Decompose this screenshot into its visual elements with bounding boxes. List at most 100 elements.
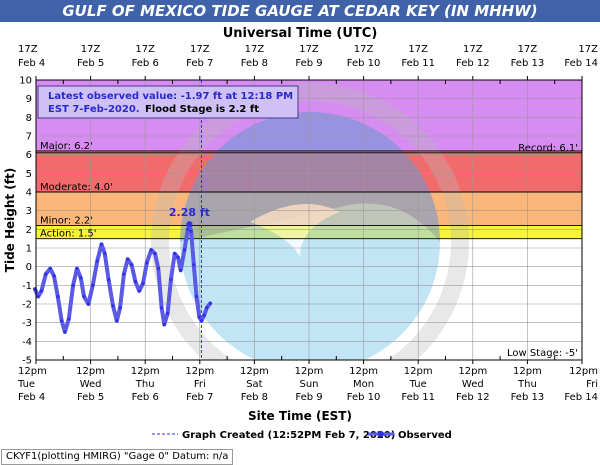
y-tick-label: 5 (26, 169, 32, 180)
category-label-low-stage: Low Stage: -5' (507, 348, 578, 359)
x-bottom-tick-day: Wed (80, 379, 102, 390)
observed-point (36, 294, 40, 299)
observed-point (107, 278, 111, 282)
observed-point (103, 252, 107, 256)
observed-point (95, 259, 99, 263)
observed-point (115, 319, 119, 323)
observed-point (63, 330, 67, 334)
x-bottom-tick-time: 12pm (349, 366, 378, 377)
observed-point (99, 242, 104, 246)
x-bottom-tick-day: Fri (586, 379, 598, 390)
legend-observed-label: Observed (398, 430, 452, 441)
x-bottom-tick-date: Feb 10 (347, 392, 381, 403)
x-top-tick-date: Feb 10 (347, 58, 381, 69)
y-tick-label: 0 (26, 262, 32, 273)
x-bottom-tick-time: 12pm (569, 366, 598, 377)
observed-point (75, 266, 79, 271)
x-tick-labels-bottom: 12pm Tue Feb 4 12pm Wed Feb 5 12pm Thu Feb 6 12pm… (17, 366, 598, 403)
noaa-logo-watermark (151, 83, 469, 360)
y-tick-label: 6 (26, 150, 32, 161)
observed-point (165, 311, 170, 315)
x-bottom-tick-time: 12pm (458, 366, 487, 377)
x-tick-labels-top: 17Z Feb 4 17Z Feb 5 17Z Feb 6 17Z Feb 7 17Z Feb 8… (18, 44, 598, 69)
x-top-tick-time: 17Z (81, 44, 101, 55)
y-tick-label: 2 (26, 225, 32, 236)
legend: Graph Created (12:52PM Feb 7, 2020) Obse… (152, 430, 452, 441)
observed-point (159, 306, 164, 310)
latest-observation-line1: Latest observed value: -1.97 ft at 12:18… (48, 91, 293, 102)
observed-point (118, 306, 122, 310)
x-top-tick-time: 17Z (245, 44, 265, 55)
observed-point (153, 252, 157, 256)
x-bottom-tick-time: 12pm (240, 366, 269, 377)
x-bottom-tick-date: Feb 9 (295, 392, 322, 403)
observed-point (44, 272, 48, 276)
observed-point (48, 266, 52, 271)
observed-point (111, 304, 115, 308)
observed-point (56, 294, 60, 299)
observed-point (194, 294, 199, 299)
category-label-record: Record: 6.1' (518, 143, 578, 154)
observed-point (79, 276, 83, 280)
x-top-tick-time: 17Z (18, 44, 38, 55)
x-top-tick-time: 17Z (463, 44, 483, 55)
x-bottom-tick-time: 12pm (131, 366, 160, 377)
x-bottom-tick-day: Tue (409, 379, 427, 390)
x-bottom-tick-date: Feb 11 (401, 392, 435, 403)
observed-point (208, 301, 212, 306)
x-bottom-tick-time: 12pm (185, 366, 214, 377)
x-top-tick-date: Feb 5 (77, 58, 104, 69)
x-bottom-tick-date: Feb 4 (18, 392, 45, 403)
x-top-tick-date: Feb 8 (241, 58, 268, 69)
observed-point (122, 272, 126, 276)
x-bottom-tick-date: Feb 5 (77, 392, 104, 403)
observed-series: 2.28 ft (32, 206, 213, 334)
observed-point (82, 294, 86, 299)
y-tick-label: -3 (22, 318, 32, 329)
observed-point (169, 278, 173, 282)
peak-marker (186, 221, 193, 228)
x-top-tick-date: Feb 7 (186, 58, 213, 69)
plot-frame (35, 79, 583, 361)
flood-stage-text: Flood Stage is 2.2 ft (145, 104, 259, 115)
x-top-tick-time: 17Z (578, 44, 598, 55)
hydrograph-chart: Universal Time (UTC) 109876543210-1-2-3-… (3, 26, 598, 441)
category-label-moderate: Moderate: 4.0' (40, 182, 113, 193)
x-bottom-tick-day: Sun (299, 379, 318, 390)
legend-created-label: Graph Created (12:52PM Feb 7, 2020) (182, 430, 395, 441)
observed-point (192, 263, 196, 267)
x-top-tick-time: 17Z (408, 44, 428, 55)
flood-category-labels: Record: 6.1' Major: 6.2' Moderate: 4.0' Min… (40, 141, 578, 359)
x-bottom-tick-time: 12pm (76, 366, 105, 377)
observed-point (202, 313, 206, 317)
observed-point (176, 255, 180, 259)
observed-point (129, 263, 134, 267)
x-bottom-tick-day: Thu (517, 379, 537, 390)
latest-observation-line2a: EST 7-Feb-2020. (48, 104, 140, 115)
observed-point (71, 283, 75, 287)
x-bottom-tick-day: Tue (17, 379, 35, 390)
x-top-tick-date: Feb 9 (295, 58, 322, 69)
category-label-minor: Minor: 2.2' (40, 216, 93, 227)
observed-point (52, 274, 56, 278)
y-tick-label: -4 (22, 337, 32, 348)
category-label-action: Action: 1.5' (40, 229, 97, 240)
x-bottom-tick-date: Feb 14 (564, 392, 598, 403)
latest-observation-box: Latest observed value: -1.97 ft at 12:18… (37, 85, 299, 119)
x-bottom-tick-time: 12pm (18, 366, 47, 377)
y-tick-label: 9 (26, 94, 32, 105)
y-tick-label: -1 (22, 281, 32, 292)
y-tick-label: 8 (26, 113, 32, 124)
observed-point (179, 268, 183, 272)
observed-point (133, 280, 137, 284)
observed-point (60, 319, 64, 323)
y-tick-label: -5 (22, 356, 32, 367)
y-tick-label: 7 (26, 132, 32, 143)
observed-point (141, 281, 145, 286)
observed-point (126, 257, 130, 261)
x-axis-title: Site Time (EST) (248, 409, 352, 423)
y-tick-label: 4 (26, 188, 32, 199)
x-bottom-tick-date: Feb 6 (132, 392, 159, 403)
